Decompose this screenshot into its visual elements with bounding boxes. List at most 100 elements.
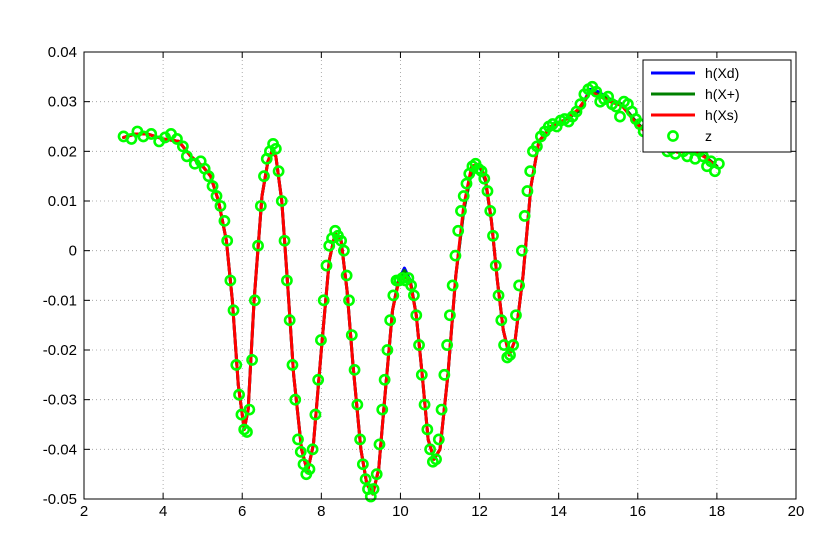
data-point — [432, 433, 445, 446]
data-point — [283, 314, 296, 327]
data-point — [125, 133, 138, 145]
legend-label: z — [705, 128, 712, 144]
data-point — [214, 200, 227, 212]
data-point — [224, 274, 237, 287]
y-tick-label: 0.03 — [48, 94, 77, 111]
x-tick-label: 14 — [550, 503, 567, 520]
data-point — [435, 403, 448, 416]
y-tick-label: -0.04 — [43, 441, 77, 458]
data-point — [455, 205, 467, 217]
y-tick-label: 0 — [69, 243, 77, 260]
data-point — [317, 294, 330, 307]
data-point — [354, 433, 366, 446]
data-point — [312, 373, 325, 386]
x-tick-label: 6 — [238, 503, 246, 520]
data-point — [176, 140, 189, 153]
data-point — [438, 368, 451, 381]
data-point — [481, 185, 494, 197]
data-point — [441, 339, 454, 351]
data-point — [306, 443, 319, 456]
data-point — [487, 229, 499, 242]
y-tick-label: 0.01 — [48, 193, 77, 210]
y-axis: -0.05 -0.04 -0.03 -0.02 -0.01 0 0.01 0.02 0.03 0.… — [43, 44, 796, 508]
legend: h(Xd) h(X+) h(Xs) z — [642, 59, 792, 153]
data-point — [278, 234, 291, 247]
data-point — [227, 304, 240, 317]
data-point — [210, 190, 223, 202]
data-point — [202, 170, 215, 183]
data-point — [410, 309, 423, 322]
data-point — [521, 185, 534, 197]
x-tick-label: 18 — [709, 503, 726, 520]
data-point — [507, 339, 520, 351]
series-markers-z — [117, 80, 725, 503]
data-point — [574, 98, 587, 111]
data-point — [343, 294, 355, 307]
data-point — [413, 339, 425, 351]
x-tick-label: 16 — [629, 503, 646, 520]
x-axis: 2 4 6 8 10 12 14 16 18 20 — [80, 52, 805, 520]
data-point — [221, 234, 234, 247]
data-point — [292, 433, 304, 446]
data-point — [424, 443, 437, 456]
y-tick-label: -0.05 — [43, 491, 77, 508]
data-point — [315, 334, 327, 346]
data-point — [443, 309, 456, 322]
data-point — [272, 165, 285, 178]
data-point — [712, 157, 725, 170]
data-point — [504, 349, 516, 361]
x-tick-label: 20 — [788, 503, 805, 520]
data-point — [303, 463, 316, 476]
data-point — [356, 458, 369, 471]
legend-label: h(Xs) — [705, 107, 738, 123]
data-point — [460, 177, 473, 190]
data-point — [246, 354, 259, 366]
data-point — [289, 393, 302, 406]
data-point — [286, 358, 299, 371]
data-point — [275, 195, 288, 207]
x-tick-label: 8 — [317, 503, 325, 520]
data-point — [518, 209, 531, 222]
data-point — [258, 170, 270, 183]
data-point — [513, 279, 526, 292]
x-tick-label: 12 — [471, 503, 488, 520]
y-tick-label: 0.02 — [48, 143, 77, 160]
data-point — [510, 309, 522, 322]
data-point — [235, 408, 248, 421]
data-point — [421, 423, 434, 436]
data-point — [345, 329, 358, 341]
data-point — [367, 483, 380, 495]
legend-label: h(X+) — [705, 86, 740, 102]
data-point — [610, 100, 622, 113]
series-layer — [117, 80, 725, 503]
data-point — [373, 438, 386, 451]
axes-box — [83, 51, 797, 500]
data-point — [241, 426, 253, 438]
x-tick-label: 2 — [80, 503, 88, 520]
data-point — [449, 249, 462, 262]
y-tick-label: -0.01 — [43, 292, 77, 309]
data-point — [320, 259, 333, 272]
data-point — [492, 289, 505, 302]
data-point — [252, 239, 264, 252]
data-point — [351, 398, 364, 411]
data-point — [430, 453, 442, 466]
data-point — [531, 140, 543, 153]
data-point — [478, 172, 491, 185]
data-point — [188, 157, 201, 170]
data-point — [452, 224, 465, 237]
data-point — [378, 373, 391, 386]
data-point — [309, 408, 322, 421]
data-point — [171, 133, 183, 145]
data-point — [145, 128, 158, 140]
data-point — [405, 279, 418, 292]
y-tick-label: -0.02 — [43, 342, 77, 359]
data-point — [340, 269, 353, 282]
data-point — [381, 344, 394, 356]
data-point — [457, 190, 470, 202]
data-point — [614, 110, 626, 123]
data-point — [337, 244, 350, 257]
data-point — [407, 289, 420, 302]
data-point — [484, 205, 497, 217]
